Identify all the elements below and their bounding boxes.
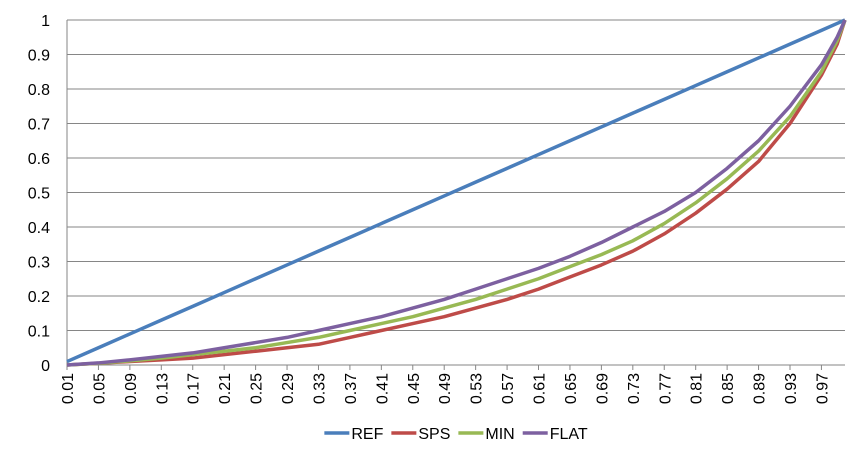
y-tick-label: 0 <box>41 358 50 375</box>
x-tick-label: 0.77 <box>657 373 674 404</box>
series-line <box>66 19 847 367</box>
y-tick-label: 0.3 <box>28 255 50 272</box>
y-tick-label: 0.6 <box>28 151 50 168</box>
x-tick-label: 0.29 <box>280 373 297 404</box>
x-tick-label: 0.01 <box>60 373 77 404</box>
x-tick-label: 0.61 <box>532 373 549 404</box>
x-tick-label: 0.69 <box>594 373 611 404</box>
x-tick-label: 0.93 <box>783 373 800 404</box>
legend-label: FLAT <box>550 426 588 443</box>
x-tick-label: 0.49 <box>437 373 454 404</box>
x-tick-label: 0.97 <box>814 373 831 404</box>
x-tick-label: 0.89 <box>752 373 769 404</box>
x-tick-label: 0.73 <box>626 373 643 404</box>
x-tick-label: 0.09 <box>123 373 140 404</box>
x-tick-label: 0.37 <box>343 373 360 404</box>
y-tick-label: 0.4 <box>28 220 50 237</box>
legend-label: SPS <box>418 426 450 443</box>
x-tick-label: 0.45 <box>406 373 423 404</box>
x-tick-label: 0.13 <box>154 373 171 404</box>
x-tick-label: 0.65 <box>563 373 580 404</box>
x-tick-label: 0.53 <box>469 373 486 404</box>
x-tick-label: 0.05 <box>91 373 108 404</box>
y-tick-label: 1 <box>41 13 50 30</box>
x-tick-label: 0.85 <box>720 373 737 404</box>
legend-label: REF <box>351 426 383 443</box>
y-tick-label: 0.2 <box>28 289 50 306</box>
x-tick-label: 0.41 <box>374 373 391 404</box>
y-tick-label: 0.7 <box>28 117 50 134</box>
legend-label: MIN <box>485 426 514 443</box>
x-tick-label: 0.25 <box>249 373 266 404</box>
series-line <box>66 19 847 367</box>
y-tick-label: 0.5 <box>28 186 50 203</box>
y-tick-label: 0.8 <box>28 82 50 99</box>
y-tick-label: 0.9 <box>28 48 50 65</box>
x-tick-label: 0.17 <box>186 373 203 404</box>
y-tick-label: 0.1 <box>28 324 50 341</box>
x-tick-label: 0.81 <box>689 373 706 404</box>
x-tick-label: 0.33 <box>311 373 328 404</box>
series-line <box>66 18 846 364</box>
x-tick-label: 0.21 <box>217 373 234 404</box>
series-line <box>66 19 847 367</box>
x-tick-label: 0.57 <box>500 373 517 404</box>
